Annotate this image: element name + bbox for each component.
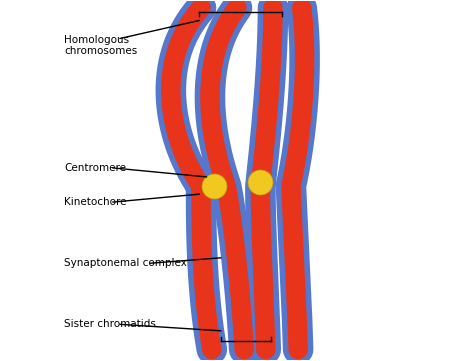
Text: Centromere: Centromere [64, 163, 127, 173]
Text: Synaptonemal complex: Synaptonemal complex [64, 258, 187, 268]
Text: Homologous
chromosomes: Homologous chromosomes [64, 35, 137, 56]
Text: Kinetochore: Kinetochore [64, 197, 127, 207]
Text: Sister chromatids: Sister chromatids [64, 319, 156, 329]
